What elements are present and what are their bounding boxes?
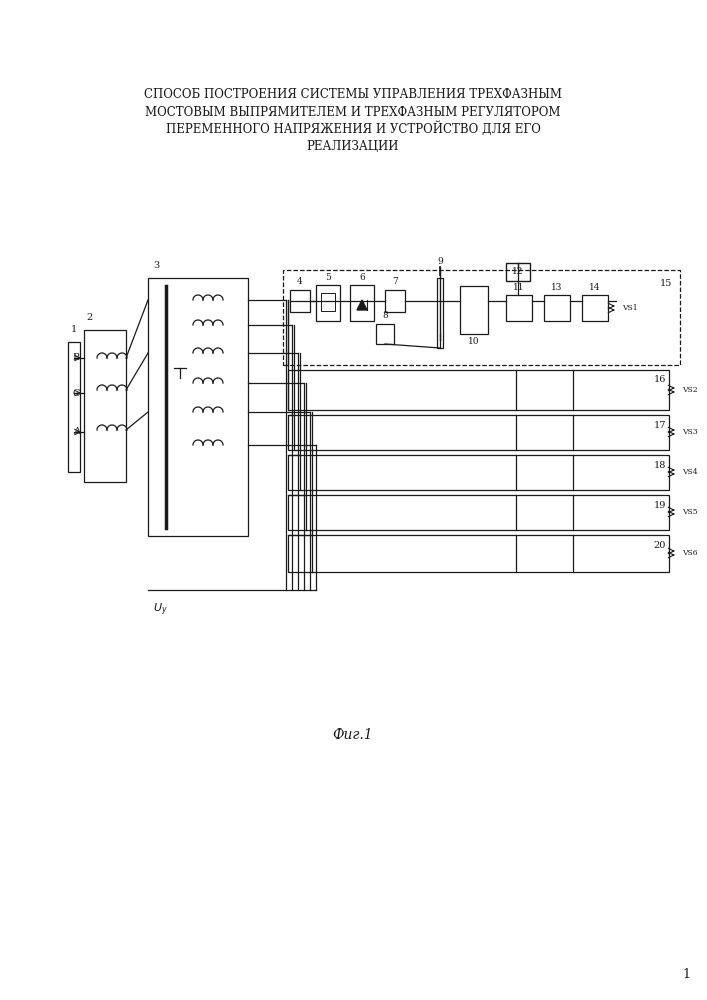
- Text: VS4: VS4: [682, 468, 698, 476]
- Bar: [506, 263, 530, 281]
- Bar: [288, 370, 669, 410]
- Text: 7: 7: [392, 277, 398, 286]
- Text: 9: 9: [437, 257, 443, 266]
- Text: 3: 3: [153, 261, 159, 270]
- Text: СПОСОБ ПОСТРОЕНИЯ СИСТЕМЫ УПРАВЛЕНИЯ ТРЕХФАЗНЫМ: СПОСОБ ПОСТРОЕНИЯ СИСТЕМЫ УПРАВЛЕНИЯ ТРЕ…: [144, 89, 562, 102]
- Text: 12: 12: [513, 267, 524, 276]
- Bar: [283, 270, 680, 365]
- Text: 4: 4: [297, 277, 303, 286]
- Bar: [68, 342, 80, 472]
- Text: $U_y$: $U_y$: [153, 602, 168, 618]
- Text: 16: 16: [654, 375, 666, 384]
- Bar: [290, 290, 310, 312]
- Bar: [385, 290, 405, 312]
- Text: 6: 6: [359, 272, 365, 282]
- Text: МОСТОВЫМ ВЫПРЯМИТЕЛЕМ И ТРЕХФАЗНЫМ РЕГУЛЯТОРОМ: МОСТОВЫМ ВЫПРЯМИТЕЛЕМ И ТРЕХФАЗНЫМ РЕГУЛ…: [145, 105, 561, 118]
- Text: 10: 10: [468, 338, 480, 347]
- Text: VS6: VS6: [682, 549, 698, 557]
- Text: B: B: [73, 354, 80, 362]
- Text: 2: 2: [87, 314, 93, 322]
- Text: ПЕРЕМЕННОГО НАПРЯЖЕНИЯ И УСТРОЙСТВО ДЛЯ ЕГО: ПЕРЕМЕННОГО НАПРЯЖЕНИЯ И УСТРОЙСТВО ДЛЯ …: [165, 122, 540, 136]
- Bar: [506, 295, 532, 321]
- Bar: [288, 415, 669, 450]
- Bar: [460, 286, 488, 334]
- Text: VS5: VS5: [682, 508, 698, 516]
- Bar: [582, 295, 608, 321]
- Text: 20: 20: [654, 540, 666, 550]
- Bar: [84, 330, 126, 482]
- Bar: [288, 455, 669, 490]
- Bar: [376, 324, 394, 344]
- Text: 13: 13: [551, 282, 563, 292]
- Text: 17: 17: [654, 420, 666, 430]
- Text: VS2: VS2: [682, 386, 698, 394]
- Text: 15: 15: [660, 279, 672, 288]
- Text: A: A: [73, 428, 80, 436]
- Text: 11: 11: [513, 282, 525, 292]
- Text: VS3: VS3: [682, 428, 698, 436]
- Text: C: C: [73, 388, 80, 397]
- Bar: [316, 285, 340, 321]
- Text: РЕАЛИЗАЦИИ: РЕАЛИЗАЦИИ: [307, 139, 399, 152]
- Bar: [437, 278, 443, 348]
- Text: 8: 8: [382, 312, 388, 320]
- Text: VS1: VS1: [622, 304, 638, 312]
- Polygon shape: [357, 300, 367, 310]
- Bar: [544, 295, 570, 321]
- Text: 18: 18: [654, 460, 666, 470]
- Bar: [148, 278, 248, 536]
- Text: 1: 1: [682, 968, 690, 982]
- Text: 5: 5: [325, 272, 331, 282]
- Bar: [288, 495, 669, 530]
- Text: Фиг.1: Фиг.1: [333, 728, 373, 742]
- Bar: [288, 535, 669, 572]
- Text: 14: 14: [589, 282, 601, 292]
- Bar: [321, 293, 335, 311]
- Text: 19: 19: [654, 500, 666, 510]
- Bar: [350, 285, 374, 321]
- Text: 1: 1: [71, 326, 77, 334]
